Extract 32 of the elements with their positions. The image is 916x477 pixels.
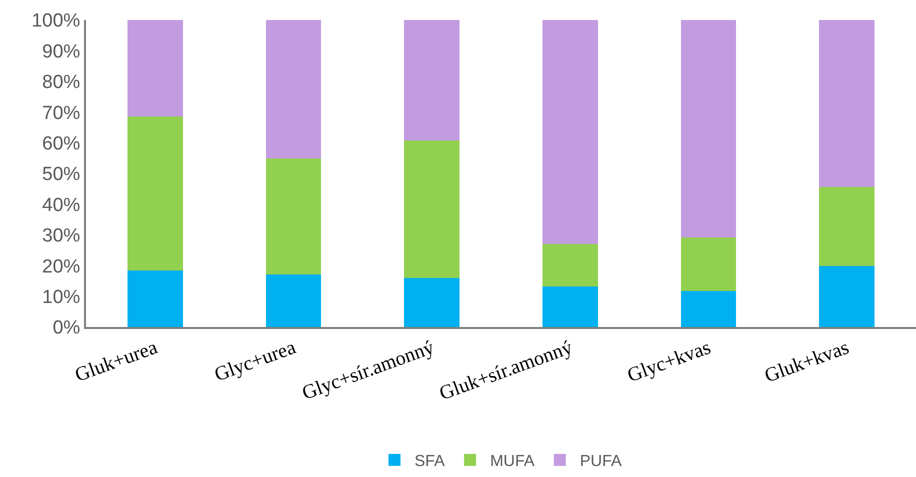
bar <box>542 20 598 244</box>
bar <box>819 20 874 188</box>
bar <box>128 270 183 327</box>
y-tick-label: 60% <box>42 133 80 154</box>
y-tick-label: 100% <box>32 10 80 32</box>
bar <box>404 140 460 278</box>
bar <box>404 20 460 141</box>
y-tick-label: 80% <box>42 72 80 94</box>
y-tick-label: 0% <box>52 318 80 339</box>
y-tick-label: 10% <box>42 286 80 308</box>
bar <box>542 244 598 286</box>
y-tick-label: 50% <box>42 164 80 186</box>
bar <box>819 187 874 266</box>
bar <box>266 20 322 158</box>
y-tick-label: 40% <box>42 194 80 216</box>
bar <box>819 266 874 327</box>
bar <box>542 286 598 327</box>
y-tick-label: 70% <box>42 102 80 124</box>
legend-label: MUFA <box>490 453 535 470</box>
bar <box>266 274 322 327</box>
bar <box>128 20 183 116</box>
y-tick-label: 30% <box>42 226 80 247</box>
bar <box>680 20 736 238</box>
bar <box>128 116 183 271</box>
y-tick-label: 20% <box>42 256 80 278</box>
bar <box>680 290 736 327</box>
legend-label: PUFA <box>580 453 622 470</box>
bar <box>404 278 460 327</box>
y-tick-label: 90% <box>42 41 80 62</box>
bar <box>266 158 322 274</box>
legend-label: SFA <box>414 453 446 470</box>
bar <box>680 237 736 291</box>
